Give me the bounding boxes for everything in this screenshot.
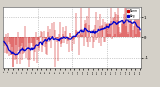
Legend: Norm, Avg: Norm, Avg xyxy=(126,9,139,19)
